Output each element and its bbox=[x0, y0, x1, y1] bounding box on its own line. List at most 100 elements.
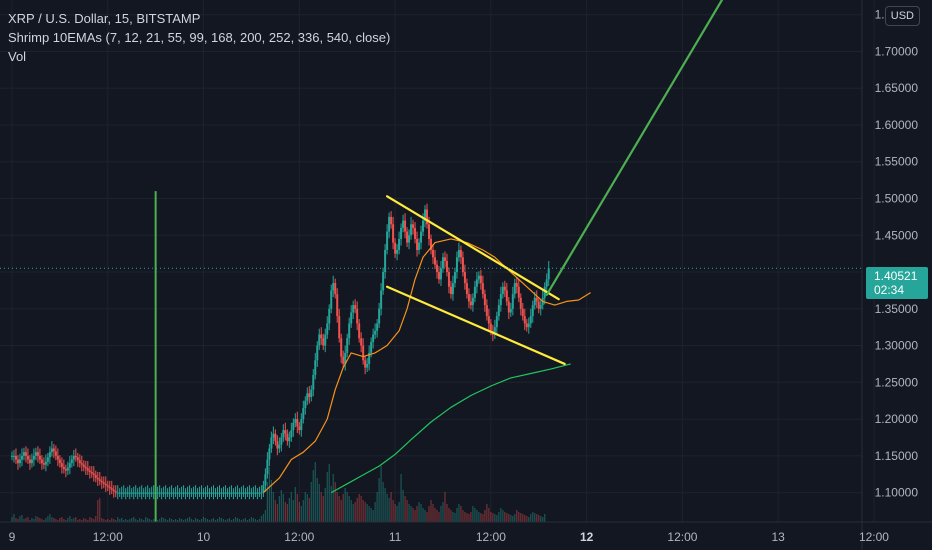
candle-body bbox=[370, 341, 373, 353]
volume-bar bbox=[163, 518, 165, 522]
volume-bar bbox=[378, 478, 380, 522]
volume-bar bbox=[310, 482, 312, 522]
candle-body bbox=[312, 374, 315, 390]
candle-body bbox=[232, 492, 235, 494]
candle-body bbox=[174, 492, 177, 494]
candle-body bbox=[126, 492, 129, 494]
volume-bar bbox=[43, 520, 45, 522]
volume-bar bbox=[540, 516, 542, 522]
candle-body bbox=[194, 492, 197, 494]
volume-bar bbox=[113, 519, 115, 522]
volume-bar bbox=[262, 514, 264, 522]
candle-body bbox=[46, 457, 49, 462]
volume-bar bbox=[143, 520, 145, 522]
candle-body bbox=[130, 492, 133, 494]
volume-bar bbox=[476, 510, 478, 522]
candle-body bbox=[52, 448, 55, 452]
candle-body bbox=[116, 492, 119, 494]
candle-body bbox=[368, 352, 371, 364]
volume-bar bbox=[224, 520, 227, 522]
candle-body bbox=[533, 297, 536, 306]
volume-bar bbox=[105, 520, 107, 522]
volume-bar bbox=[232, 519, 235, 522]
time-axis[interactable]: 9 12:00 10 12:00 11 12:00 12 12:00 13 12:00 bbox=[0, 521, 932, 544]
volume-bar bbox=[542, 517, 544, 522]
volume-bar bbox=[504, 512, 506, 522]
volume-bar bbox=[302, 500, 304, 522]
volume-bar bbox=[63, 519, 65, 522]
volume-bar bbox=[91, 518, 93, 522]
volume-bar bbox=[392, 500, 394, 522]
candle-body bbox=[132, 492, 135, 494]
candle-body bbox=[300, 419, 303, 431]
candle-body bbox=[28, 459, 31, 464]
volume-bar bbox=[196, 519, 199, 522]
volume-bar bbox=[544, 514, 546, 522]
volume-bar bbox=[362, 500, 364, 522]
candle-body bbox=[18, 459, 21, 464]
currency-button[interactable]: USD bbox=[884, 6, 920, 26]
volume-bar bbox=[266, 482, 268, 522]
candle-body bbox=[380, 290, 383, 309]
volume-bar bbox=[376, 492, 378, 522]
volume-bar bbox=[416, 506, 418, 522]
volume-bar bbox=[348, 496, 350, 522]
volume-bar bbox=[516, 510, 518, 522]
candle-body bbox=[461, 257, 464, 273]
candle-body bbox=[314, 360, 317, 375]
volume-bar bbox=[330, 486, 332, 522]
time-tick-label: 12:00 bbox=[476, 530, 506, 544]
volume-title[interactable]: Vol bbox=[8, 49, 27, 64]
candle-body bbox=[178, 492, 181, 494]
candle-body bbox=[394, 242, 397, 254]
volume-bar bbox=[414, 510, 416, 522]
candle-body bbox=[447, 272, 450, 287]
volume-bar bbox=[188, 517, 191, 522]
volume-bar bbox=[298, 502, 300, 522]
volume-bar bbox=[236, 518, 239, 522]
volume-bar bbox=[346, 492, 348, 522]
volume-bar bbox=[157, 520, 159, 522]
volume-bar bbox=[276, 504, 278, 522]
flag-lower-trendline bbox=[386, 285, 566, 366]
volume-bar bbox=[75, 517, 77, 522]
candle-body bbox=[118, 492, 121, 494]
symbol-title[interactable]: XRP / U.S. Dollar, 15, BITSTAMP bbox=[8, 11, 201, 26]
candle-body bbox=[86, 468, 89, 471]
candle-body bbox=[218, 492, 221, 494]
volume-bar bbox=[406, 500, 408, 522]
candle-body bbox=[422, 220, 425, 232]
volume-bar bbox=[420, 504, 422, 522]
candle-body bbox=[356, 308, 359, 324]
candle-body bbox=[352, 305, 355, 313]
candle-body bbox=[100, 480, 103, 483]
indicator-title[interactable]: Shrimp 10EMAs (7, 12, 21, 55, 99, 168, 2… bbox=[8, 30, 391, 45]
chart-overlays bbox=[0, 0, 862, 522]
candle-body bbox=[430, 238, 432, 250]
candle-body bbox=[481, 283, 484, 295]
volume-bar bbox=[430, 500, 432, 522]
volume-bar bbox=[79, 519, 81, 522]
volume-bar bbox=[81, 520, 83, 522]
price-axis[interactable]: 1.750001.700001.650001.600001.550001.500… bbox=[861, 0, 918, 550]
candle-body bbox=[198, 492, 201, 494]
candle-body bbox=[264, 474, 267, 486]
volume-bar bbox=[508, 514, 510, 522]
candle-body bbox=[298, 426, 301, 431]
volume-bar bbox=[492, 513, 494, 522]
candle-body bbox=[66, 467, 69, 471]
volume-bar bbox=[312, 470, 314, 522]
volume-bar bbox=[206, 519, 209, 522]
candle-body bbox=[68, 463, 71, 468]
candle-body bbox=[190, 492, 193, 494]
candle-body bbox=[396, 249, 399, 254]
volume-bar bbox=[472, 506, 474, 522]
candle-body bbox=[48, 452, 51, 458]
time-tick-label: 11 bbox=[389, 530, 402, 544]
candle-body bbox=[128, 492, 131, 494]
candle-body bbox=[260, 492, 263, 494]
candle-body bbox=[288, 437, 291, 442]
volume-bar bbox=[172, 520, 175, 522]
candle-body bbox=[348, 323, 351, 339]
